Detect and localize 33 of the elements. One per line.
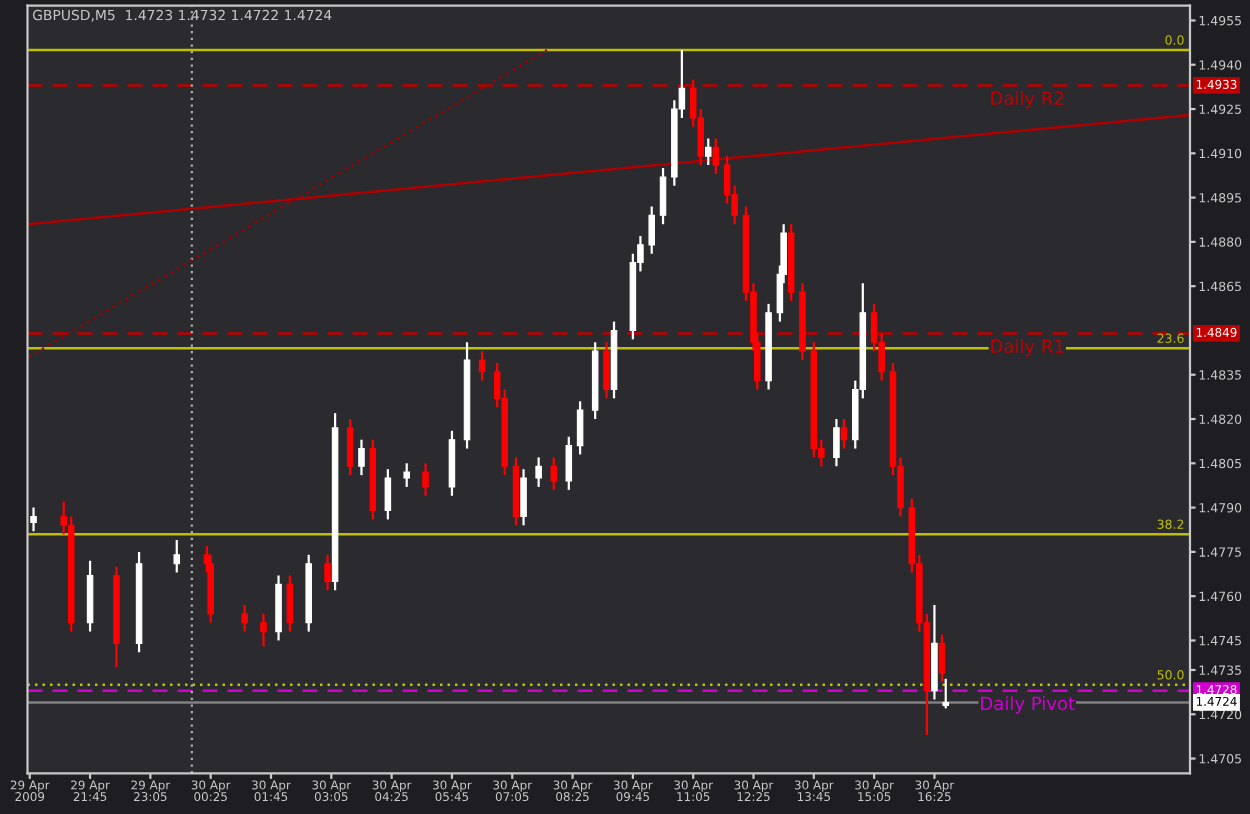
candlestick <box>603 341 610 400</box>
candlestick <box>173 538 181 574</box>
candlestick <box>275 574 282 642</box>
candlestick <box>942 677 950 710</box>
candlestick <box>86 559 94 633</box>
candlestick <box>565 435 573 491</box>
candlestick <box>931 603 938 701</box>
candlestick <box>840 417 848 450</box>
ref-line-label: Daily R1 <box>991 338 1064 357</box>
candlestick <box>712 137 720 176</box>
candlestick <box>550 456 557 491</box>
candlestick <box>938 633 946 683</box>
candlestick <box>324 553 331 592</box>
candlestick <box>358 438 365 477</box>
candlestick <box>659 166 667 226</box>
candlestick <box>260 612 267 648</box>
candlestick <box>520 468 527 527</box>
candlestick <box>704 137 712 167</box>
candlestick <box>286 574 294 633</box>
candlestick <box>833 417 840 468</box>
candlestick <box>648 205 655 255</box>
candlestick <box>30 506 37 533</box>
candlestick <box>422 462 429 497</box>
candlestick <box>346 417 354 477</box>
ref-line-label: Daily Pivot <box>981 696 1075 714</box>
candlestick <box>576 400 584 456</box>
candlestick <box>403 462 410 489</box>
candlestick <box>448 429 456 497</box>
candlestick <box>384 468 392 521</box>
ref-line-label: Daily R2 <box>991 90 1064 109</box>
candlestick <box>241 603 248 633</box>
candlestick <box>535 456 542 489</box>
candlestick <box>478 350 486 382</box>
